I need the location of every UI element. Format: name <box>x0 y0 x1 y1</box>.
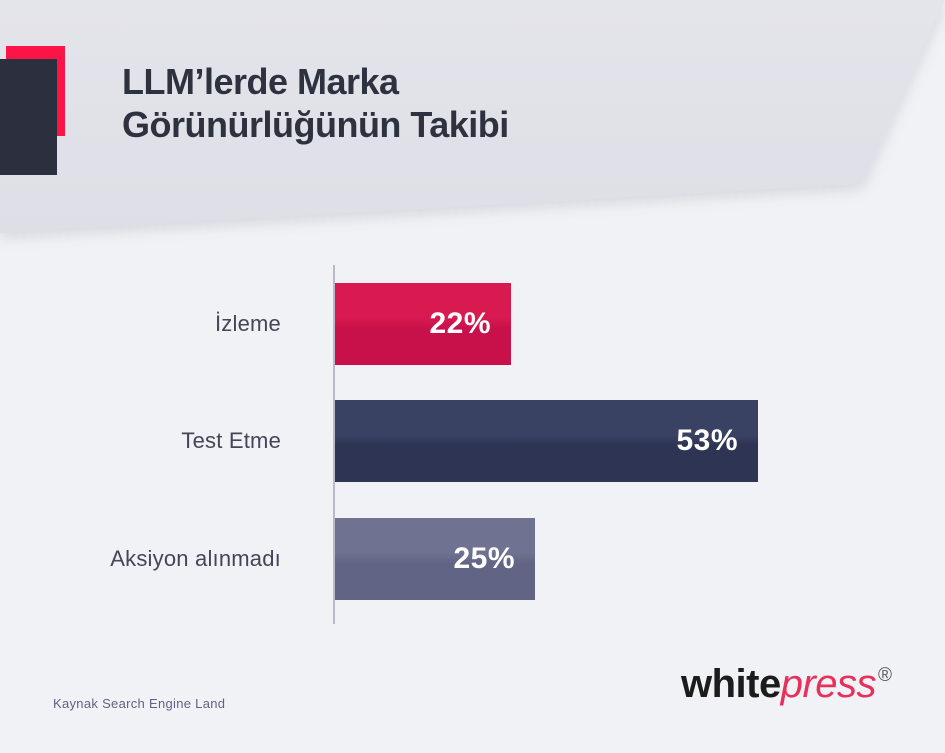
bar-test-etme: 53% <box>335 400 758 482</box>
page-title: LLM’lerde Marka Görünürlüğünün Takibi <box>122 61 509 145</box>
category-label-test-etme: Test Etme <box>181 428 281 453</box>
bar-aksiyon-alinmadi: 25% <box>335 518 535 600</box>
value-label-izleme: 22% <box>429 307 491 340</box>
whitepress-logo: whitepress ® <box>681 662 892 714</box>
chart-row-aksiyon-alinmadi: Aksiyon alınmadı 25% <box>0 518 945 600</box>
whitepress-logo-press: press <box>780 662 877 706</box>
category-label-izleme: İzleme <box>215 311 281 336</box>
header-band-wrapper <box>0 0 945 245</box>
chart-row-izleme: İzleme 22% <box>0 283 945 365</box>
chart-row-test-etme: Test Etme 53% <box>0 400 945 482</box>
logo-navy-rectangle <box>0 59 57 175</box>
whitepress-logo-white: white <box>681 662 781 706</box>
registered-trademark-icon: ® <box>878 665 892 686</box>
category-label-aksiyon-alinmadi: Aksiyon alınmadı <box>110 546 281 571</box>
value-label-aksiyon-alinmadi: 25% <box>453 542 515 575</box>
bar-izleme: 22% <box>335 283 511 365</box>
value-label-test-etme: 53% <box>676 424 738 457</box>
source-note: Kaynak Search Engine Land <box>53 696 226 711</box>
axis-line <box>333 265 335 624</box>
